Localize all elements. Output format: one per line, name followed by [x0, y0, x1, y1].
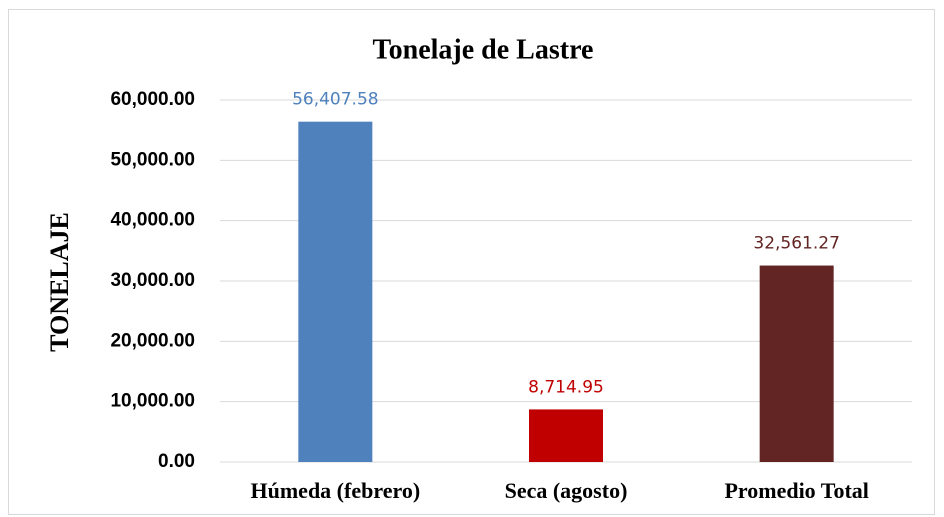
chart-title: Tonelaje de Lastre	[373, 34, 594, 65]
y-tick-label: 20,000.00	[110, 330, 195, 351]
y-tick-label: 10,000.00	[110, 391, 195, 412]
y-tick-label: 60,000.00	[110, 89, 195, 110]
x-tick-label: Seca (agosto)	[505, 478, 628, 503]
x-tick-label: Húmeda (febrero)	[251, 478, 421, 503]
y-tick-label: 50,000.00	[110, 149, 195, 170]
bar	[298, 121, 373, 463]
y-tick-label: 40,000.00	[110, 210, 195, 231]
y-axis-label: TONELAJE	[45, 212, 74, 352]
y-tick-label: 0.00	[158, 451, 195, 472]
value-label: 8,714.95	[528, 377, 604, 397]
x-tick-label: Promedio Total	[724, 478, 868, 503]
bar	[759, 265, 834, 462]
value-label: 32,561.27	[753, 234, 840, 254]
y-tick-label: 30,000.00	[110, 270, 195, 291]
bar	[529, 409, 603, 462]
value-label: 56,407.58	[292, 90, 379, 110]
